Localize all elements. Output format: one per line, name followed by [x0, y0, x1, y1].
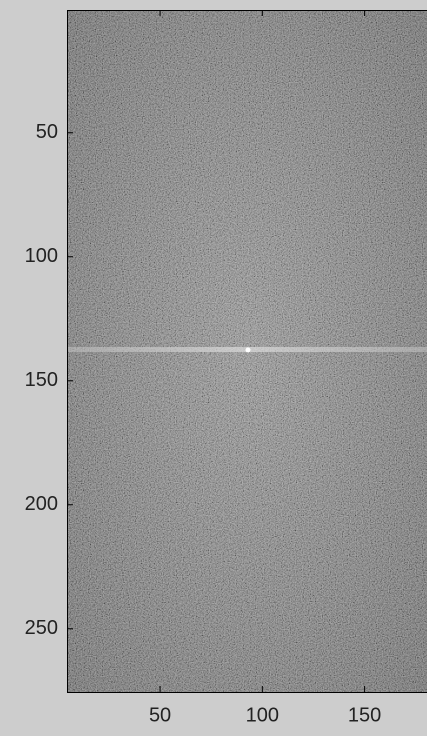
- dc-peak: [245, 347, 251, 353]
- image: [67, 10, 427, 692]
- y-tick-label: 100: [25, 245, 58, 267]
- y-tick-label: 250: [25, 617, 58, 639]
- axes: [67, 10, 427, 693]
- axes-box: [67, 10, 427, 693]
- y-tick-label: 200: [25, 493, 58, 515]
- y-tick-label: 50: [36, 121, 58, 143]
- x-tick-label: 100: [246, 704, 279, 726]
- y-tick-label: 150: [25, 369, 58, 391]
- x-tick-label: 150: [348, 704, 381, 726]
- x-tick-label: 50: [149, 704, 171, 726]
